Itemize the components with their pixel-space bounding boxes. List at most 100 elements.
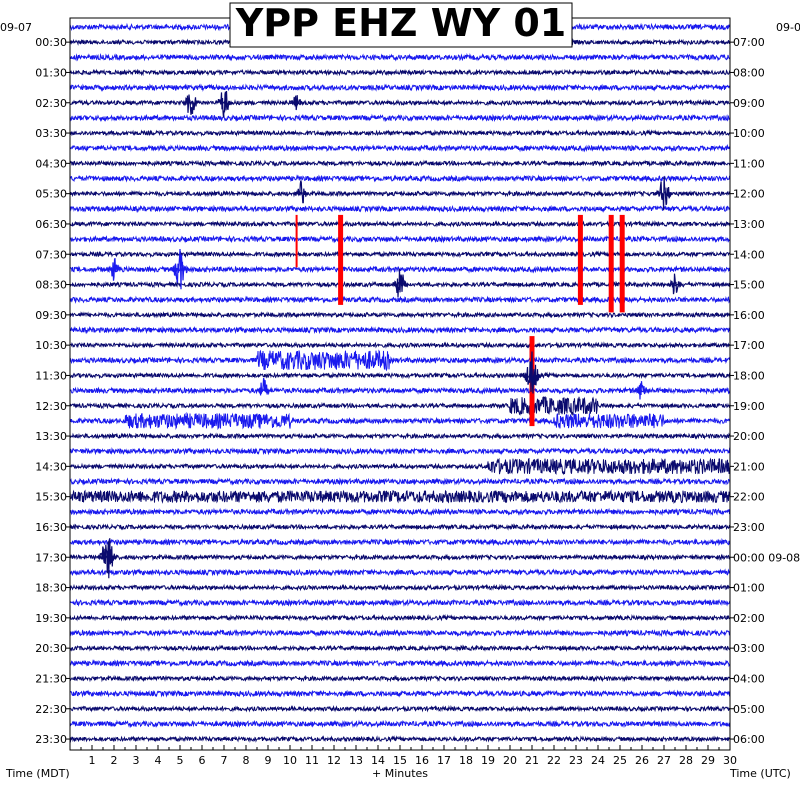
trace-row [69,735,731,743]
title-box [229,2,573,48]
trace-row [69,659,731,668]
right-tick-label: 18:00 [733,369,765,382]
minute-tick-label: 13 [349,754,363,767]
trace-row [69,598,731,607]
right-tick-label: 11:00 [733,157,765,170]
minutes-axis: 1 2 3 4 5 6 7 8 9 10 11 12 13 14 15 16 17 18 19 20 21 22 23 24 2… [69,745,737,767]
seismic-event-mark [521,351,544,394]
seismic-event-mark [215,90,234,118]
trace-row [69,719,731,729]
left-tick-label: 03:30 [35,127,67,140]
minute-tick-label: 20 [503,754,517,767]
right-tick-label: 00:00 09-08 [733,551,800,564]
trace-row [69,396,731,417]
trace-row [69,386,731,395]
date-right-label: 09-08 [776,21,800,34]
left-tick-label: 05:30 [35,188,67,201]
trace-row [69,204,731,214]
trace-row [69,704,731,713]
trace-row [69,432,731,440]
minute-tick-label: 6 [199,754,206,767]
right-tick-label: 04:00 [733,672,765,685]
minute-tick-label: 26 [635,754,649,767]
minute-tick-label: 11 [305,754,319,767]
trace-row [69,143,731,153]
minute-tick-label: 28 [679,754,693,767]
trace-row [69,583,731,592]
clipped-event-mark [619,214,625,313]
minute-tick-label: 27 [657,754,671,767]
minute-tick-label: 29 [701,754,715,767]
seismic-event-mark [96,538,118,579]
trace-row [69,537,731,547]
minute-tick-label: 7 [221,754,228,767]
right-tick-label: 13:00 [733,218,765,231]
trace-row [69,52,731,62]
seismic-event-mark [292,180,309,204]
trace-row [69,689,731,698]
minute-tick-label: 24 [591,754,605,767]
left-tick-label: 20:30 [35,642,67,655]
trace-row [69,674,731,683]
right-tick-label: 12:00 [733,188,765,201]
left-axis-label: Time (MDT) [5,767,70,780]
left-tick-label: 23:30 [35,733,67,746]
seismic-event-mark [106,258,123,281]
right-tick-label: 02:00 [733,612,765,625]
right-tick-label: 06:00 [733,733,765,746]
trace-row [69,507,731,517]
right-tick-label: 07:00 [733,36,765,49]
seismic-event-mark [654,176,674,211]
left-tick-label: 11:30 [35,369,67,382]
right-tick-label: 14:00 [733,248,765,261]
trace-layer [69,22,731,743]
minute-tick-label: 4 [155,754,162,767]
right-tick-label: 08:00 [733,66,765,79]
left-tick-label: 13:30 [35,430,67,443]
minute-tick-label: 10 [283,754,297,767]
minute-tick-label: 22 [547,754,561,767]
right-tick-label: 22:00 [733,491,765,504]
trace-row [69,349,731,372]
left-tick-label: 22:30 [35,703,67,716]
clipped-event-mark [577,214,583,305]
left-tick-label: 17:30 [35,551,67,564]
seismic-event-mark [169,248,191,290]
minute-tick-label: 9 [265,754,272,767]
trace-row [69,129,731,137]
minute-tick-label: 14 [371,754,385,767]
date-left-label: 09-07 [0,21,32,34]
trace-row [69,174,731,183]
trace-row [69,457,731,476]
minute-tick-label: 25 [613,754,627,767]
left-tick-label: 12:30 [35,400,67,413]
trace-row [69,159,731,168]
trace-row [69,113,731,123]
left-tick-label: 09:30 [35,309,67,322]
seismic-event-mark [181,94,201,115]
left-tick-label: 14:30 [35,460,67,473]
trace-row [69,189,731,198]
right-tick-label: 20:00 [733,430,765,443]
left-tick-label: 07:30 [35,248,67,261]
left-tick-label: 18:30 [35,582,67,595]
trace-row [69,523,731,531]
right-tick-label: 21:00 [733,460,765,473]
left-tick-label: 21:30 [35,672,67,685]
minute-tick-label: 1 [89,754,96,767]
chart-title: YPP EHZ WY 01 [235,1,567,45]
trace-row [69,489,731,505]
right-tick-label: 23:00 [733,521,765,534]
right-tick-label: 03:00 [733,642,765,655]
minute-tick-label: 3 [133,754,140,767]
minute-tick-label: 15 [393,754,407,767]
seismic-event-mark [633,381,651,400]
seismic-event-mark [666,273,684,295]
trace-row [69,411,731,431]
left-time-axis: 00:30 01:30 02:30 03:30 04:30 05:30 06:30 07:30… [35,36,70,746]
minute-tick-label: 12 [327,754,341,767]
trace-row [69,644,731,653]
right-tick-label: 09:00 [733,97,765,110]
trace-row [69,446,731,456]
